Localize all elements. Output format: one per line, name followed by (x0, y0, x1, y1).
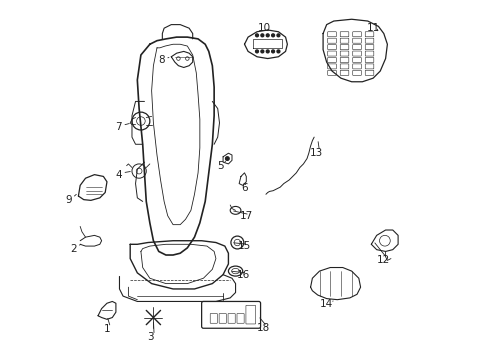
Text: 2: 2 (70, 244, 77, 253)
Circle shape (266, 34, 268, 37)
Circle shape (271, 50, 274, 53)
Circle shape (261, 34, 263, 37)
Text: 8: 8 (158, 55, 164, 65)
Text: 1: 1 (103, 324, 110, 334)
Text: 17: 17 (239, 211, 252, 221)
Circle shape (261, 50, 263, 53)
Text: 15: 15 (237, 241, 251, 251)
Text: 5: 5 (217, 161, 223, 171)
Text: 16: 16 (237, 270, 250, 280)
Text: 10: 10 (258, 23, 271, 33)
Circle shape (255, 50, 258, 53)
Text: 14: 14 (319, 299, 333, 309)
Text: 3: 3 (147, 332, 154, 342)
Circle shape (276, 34, 279, 37)
Text: 13: 13 (309, 148, 322, 158)
Circle shape (266, 50, 268, 53)
Circle shape (255, 34, 258, 37)
Text: 11: 11 (366, 23, 380, 33)
Text: 6: 6 (241, 183, 247, 193)
Circle shape (225, 157, 229, 160)
Text: 18: 18 (256, 323, 269, 333)
Circle shape (271, 34, 274, 37)
Text: 12: 12 (376, 255, 389, 265)
Text: 4: 4 (115, 170, 122, 180)
Text: 7: 7 (115, 122, 122, 132)
Text: 9: 9 (65, 195, 72, 204)
Circle shape (276, 50, 279, 53)
